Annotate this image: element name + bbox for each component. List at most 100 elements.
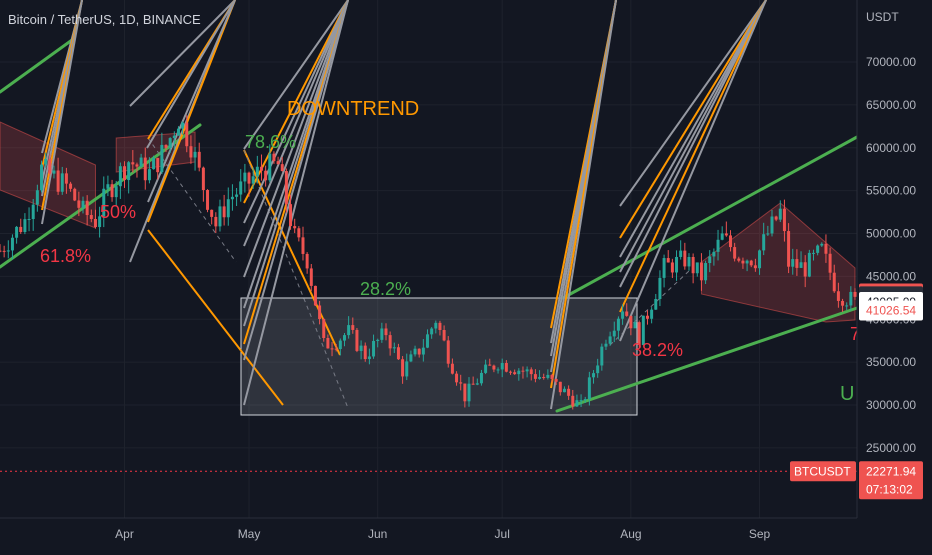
- candle: [56, 157, 60, 195]
- candle-body: [782, 208, 786, 232]
- candle-body: [313, 285, 317, 306]
- candle: [807, 249, 811, 278]
- candle: [81, 196, 85, 214]
- candle-body: [181, 122, 185, 129]
- candle: [699, 253, 703, 291]
- candle: [517, 368, 521, 381]
- candle: [575, 394, 579, 408]
- candle-body: [417, 348, 421, 355]
- candle: [147, 157, 151, 184]
- candle: [845, 302, 849, 310]
- candle-body: [185, 122, 189, 147]
- candle-body: [326, 337, 330, 349]
- candle: [131, 150, 135, 173]
- candle-body: [135, 164, 139, 167]
- candle-body: [550, 374, 554, 379]
- y-tick-label: 60000.00: [866, 141, 916, 155]
- candle-body: [226, 199, 230, 218]
- candle: [160, 132, 164, 175]
- candle: [114, 180, 118, 207]
- fib-50-label: 50%: [100, 202, 136, 222]
- candle: [293, 218, 297, 234]
- trendline-april: [0, 123, 202, 269]
- fib-382-label: 38.2%: [632, 340, 683, 360]
- fib-level: [243, 0, 349, 224]
- candle-body: [496, 369, 500, 371]
- candle: [608, 331, 612, 346]
- candle: [596, 358, 600, 378]
- candle: [247, 171, 251, 197]
- candle-body: [214, 216, 218, 227]
- candle-body: [753, 265, 757, 269]
- candle: [704, 260, 708, 285]
- candle: [533, 369, 537, 383]
- candle-body: [114, 186, 118, 198]
- candle: [405, 353, 409, 381]
- trendline-upper-channel: [561, 135, 859, 300]
- candle: [442, 325, 446, 342]
- consolidation-box: [240, 297, 638, 416]
- candle-body: [820, 243, 824, 246]
- candle-body: [828, 253, 832, 273]
- candle-body: [330, 348, 334, 350]
- candle: [521, 366, 525, 379]
- candle: [396, 343, 400, 360]
- candle: [720, 226, 724, 241]
- candle-body: [259, 166, 263, 171]
- candle-body: [106, 184, 110, 189]
- candle: [351, 317, 355, 334]
- fib-level: [619, 0, 767, 239]
- candle-body: [567, 388, 571, 396]
- candle-body: [413, 348, 417, 355]
- candle-body: [35, 190, 39, 205]
- candle: [372, 334, 376, 359]
- candle: [712, 248, 716, 266]
- candle: [455, 371, 459, 386]
- candle: [853, 288, 857, 300]
- candle: [579, 394, 583, 408]
- candle: [778, 200, 782, 223]
- fib-level: [619, 0, 767, 313]
- candle-body: [799, 262, 803, 268]
- candle: [6, 240, 10, 259]
- candle-body: [19, 226, 23, 233]
- candle-body: [724, 233, 728, 236]
- candle-body: [359, 345, 363, 351]
- candle: [446, 336, 450, 368]
- candle-body: [654, 298, 658, 310]
- candle-body: [558, 381, 562, 393]
- candle-body: [48, 158, 52, 174]
- candle-body: [571, 395, 575, 407]
- candle: [708, 250, 712, 273]
- y-tick-label: 55000.00: [866, 184, 916, 198]
- candle: [484, 359, 488, 375]
- candle-body: [637, 322, 641, 346]
- candle: [10, 234, 14, 260]
- downtrend-label: DOWNTREND: [287, 98, 419, 120]
- candle: [123, 161, 127, 188]
- candle-body: [421, 347, 425, 355]
- candle: [272, 151, 276, 164]
- fib-level: [550, 0, 617, 410]
- fib-level: [41, 0, 83, 225]
- candle-body: [542, 377, 546, 379]
- candle-body: [608, 336, 612, 344]
- candle-body: [562, 388, 566, 393]
- candle-body: [334, 348, 338, 350]
- candle: [438, 320, 442, 336]
- candle: [230, 184, 234, 211]
- candle: [816, 244, 820, 256]
- candle-body: [168, 138, 172, 148]
- candle: [284, 168, 288, 213]
- y-tick-label: 35000.00: [866, 355, 916, 369]
- candle: [587, 371, 591, 406]
- candle-body: [733, 247, 737, 259]
- candle-body: [426, 334, 429, 348]
- candle-body: [60, 173, 64, 192]
- candle: [0, 244, 2, 253]
- candle-body: [832, 272, 836, 292]
- y-tick-label: 50000.00: [866, 227, 916, 241]
- candle-body: [525, 369, 529, 372]
